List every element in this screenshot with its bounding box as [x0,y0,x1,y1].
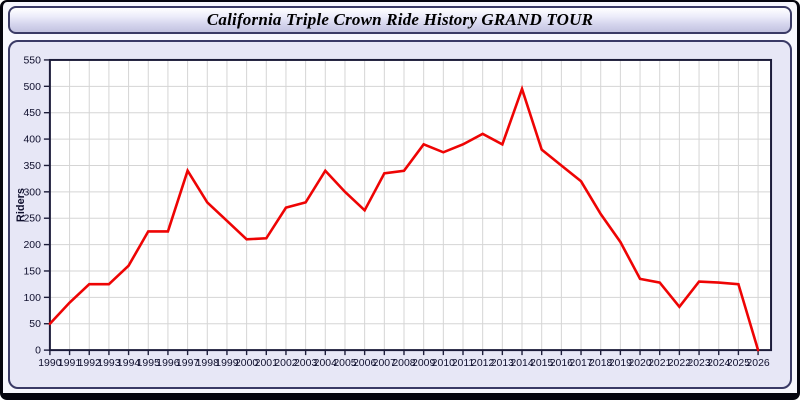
svg-text:200: 200 [23,240,41,251]
svg-text:2007: 2007 [373,358,396,369]
svg-text:2026: 2026 [746,358,769,369]
svg-text:1999: 1999 [215,358,238,369]
svg-text:1992: 1992 [78,358,101,369]
svg-text:2022: 2022 [668,358,691,369]
svg-text:1998: 1998 [196,358,219,369]
svg-text:2018: 2018 [589,358,612,369]
chart-canvas: 0501001502002503003504004505005501990199… [15,55,773,369]
plot-area [49,59,772,351]
svg-text:350: 350 [23,161,41,172]
svg-text:2009: 2009 [412,358,435,369]
svg-text:2005: 2005 [333,358,356,369]
svg-text:100: 100 [23,293,41,304]
svg-text:150: 150 [23,266,41,277]
svg-text:2012: 2012 [471,358,494,369]
svg-text:2001: 2001 [255,358,278,369]
svg-text:2021: 2021 [648,358,671,369]
svg-text:1994: 1994 [117,358,140,369]
svg-text:1996: 1996 [156,358,179,369]
axis-ticks [43,59,759,356]
svg-text:2002: 2002 [274,358,297,369]
y-axis-tick-labels: 0 50 100 150 200 250 300 350 400 450 500 550 [23,55,41,356]
svg-text:2016: 2016 [550,358,573,369]
svg-text:2008: 2008 [392,358,415,369]
svg-text:50: 50 [29,319,41,330]
svg-text:0: 0 [35,346,41,357]
svg-text:2024: 2024 [707,358,730,369]
svg-text:2006: 2006 [353,358,376,369]
svg-text:2014: 2014 [510,358,533,369]
y-axis-title: Riders [15,188,27,222]
svg-text:2020: 2020 [628,358,651,369]
x-axis-tick-labels: 1990199119921993199419951996199719981999… [38,358,770,369]
svg-text:2004: 2004 [314,358,337,369]
svg-text:2023: 2023 [687,358,710,369]
svg-text:1990: 1990 [38,358,61,369]
svg-text:1991: 1991 [58,358,81,369]
svg-text:2000: 2000 [235,358,258,369]
riders-series-line [48,84,760,352]
svg-text:2003: 2003 [294,358,317,369]
svg-text:2017: 2017 [569,358,592,369]
svg-text:450: 450 [23,108,41,119]
title-bar: California Triple Crown Ride History GRA… [8,6,792,34]
svg-text:2013: 2013 [491,358,514,369]
svg-text:2010: 2010 [432,358,455,369]
chart-panel: 0 50 100 150 200 250 300 350 400 450 500 550 1990 199… [8,40,792,389]
svg-text:2025: 2025 [727,358,750,369]
plot-border [48,58,773,352]
svg-text:550: 550 [23,55,41,66]
svg-text:400: 400 [23,135,41,146]
svg-text:250: 250 [23,214,41,225]
svg-text:1997: 1997 [176,358,199,369]
svg-text:2011: 2011 [452,358,475,369]
svg-text:300: 300 [23,187,41,198]
svg-text:1993: 1993 [97,358,120,369]
svg-text:1995: 1995 [137,358,160,369]
svg-text:2015: 2015 [530,358,553,369]
chart-title: California Triple Crown Ride History GRA… [206,10,594,29]
svg-text:2019: 2019 [609,358,632,369]
svg-text:500: 500 [23,82,41,93]
